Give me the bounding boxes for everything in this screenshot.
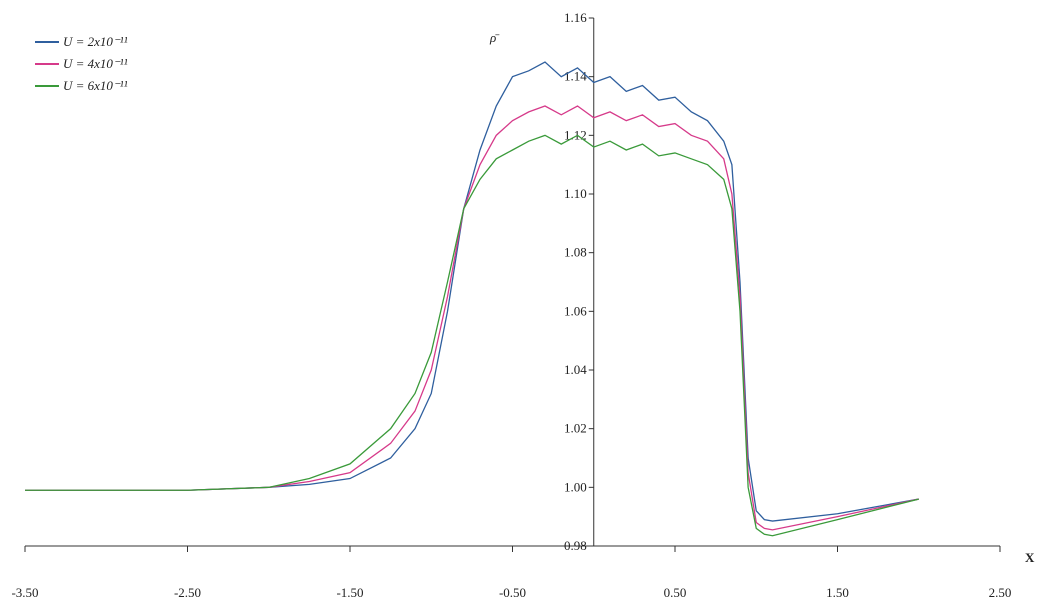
x-axis-label: X (1025, 550, 1035, 565)
y-axis-label: ρ̄ (489, 30, 500, 45)
y-tick-label: 0.98 (564, 538, 587, 553)
legend-label: U = 6x10⁻¹¹ (63, 78, 128, 93)
x-tick-label: -3.50 (11, 585, 38, 600)
legend-label: U = 4x10⁻¹¹ (63, 56, 128, 71)
legend-label: U = 2x10⁻¹¹ (63, 34, 128, 49)
y-tick-label: 1.06 (564, 303, 587, 318)
x-tick-label: 2.50 (989, 585, 1012, 600)
x-tick-label: -2.50 (174, 585, 201, 600)
y-tick-label: 1.14 (564, 69, 587, 84)
series-line (25, 134, 919, 537)
y-tick-label: 1.04 (564, 362, 587, 377)
y-tick-label: 1.10 (564, 186, 587, 201)
y-tick-label: 1.02 (564, 421, 587, 436)
y-tick-label: 1.00 (564, 479, 587, 494)
x-tick-label: 1.50 (826, 585, 849, 600)
x-tick-label: 0.50 (664, 585, 687, 600)
x-tick-label: -0.50 (499, 585, 526, 600)
series-line (25, 105, 919, 531)
y-tick-label: 1.08 (564, 245, 587, 260)
series-line (25, 61, 919, 522)
y-tick-label: 1.16 (564, 10, 587, 25)
x-tick-label: -1.50 (336, 585, 363, 600)
